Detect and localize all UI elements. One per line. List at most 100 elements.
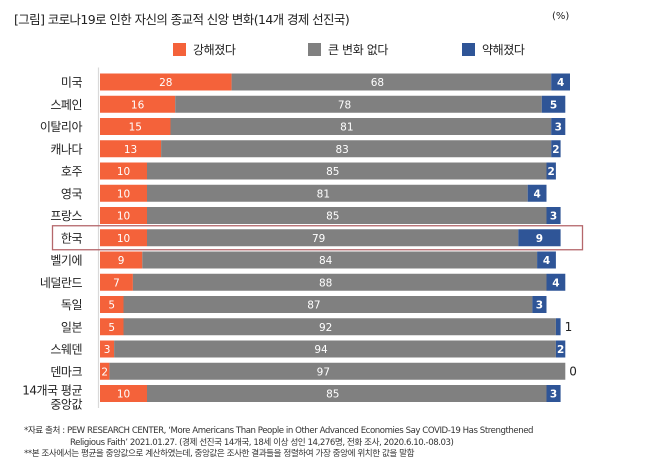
unit-label: (%) (552, 11, 570, 22)
category-label: 미국 (61, 76, 83, 90)
bar-segment-no-change (109, 362, 566, 380)
data-label-no-change: 87 (307, 300, 320, 312)
category-label-line: 스페인 (50, 98, 82, 112)
bar-segment-strengthened (100, 184, 147, 202)
data-label-no-change: 84 (319, 255, 333, 267)
data-label-no-change: 83 (335, 144, 348, 156)
legend-label-weakened: 약해졌다 (482, 43, 525, 57)
data-label-no-change: 85 (326, 211, 339, 223)
data-label-strengthened: 9 (118, 255, 125, 267)
bar-segment-strengthened (100, 318, 124, 336)
category-label-line: 14개국 평균 (22, 384, 82, 398)
data-label-strengthened: 15 (129, 122, 142, 134)
data-label-weakened: 4 (552, 277, 559, 289)
bar-segment-weakened (532, 296, 547, 313)
bar-segment-weakened (527, 184, 547, 202)
category-label-line: 일본 (61, 320, 83, 334)
data-label-strengthened: 10 (117, 188, 130, 200)
bar-segment-strengthened (100, 385, 147, 402)
category-label-line: 벨기에 (50, 254, 82, 268)
data-label-strengthened: 10 (117, 233, 130, 245)
data-label-no-change: 94 (314, 344, 328, 356)
data-label-strengthened: 10 (117, 166, 130, 178)
bar-segment-strengthened (100, 251, 143, 269)
data-label-weakened: 3 (550, 389, 557, 401)
category-label: 캐나다 (50, 142, 82, 156)
category-label-line: 독일 (61, 298, 82, 312)
data-label-weakened: 3 (536, 300, 543, 312)
bar-segment-strengthened (100, 229, 147, 247)
bar-segment-no-change (147, 184, 528, 202)
legend-swatch-weakened (462, 43, 475, 56)
bar-segment-weakened (546, 273, 566, 291)
category-label: 덴마크 (50, 365, 82, 379)
data-label-no-change: 88 (319, 277, 332, 289)
category-label-line: 네덜란드 (40, 276, 83, 290)
data-label-no-change: 92 (319, 322, 332, 334)
category-label-line: 덴마크 (50, 365, 82, 379)
data-label-weakened: 4 (557, 77, 564, 89)
data-label-weakened: 4 (543, 255, 550, 267)
category-label: 스페인 (50, 98, 82, 112)
source-notes: *자료 출처 : PEW RESEARCH CENTER, ‘More Amer… (24, 426, 534, 461)
category-label-line: 스웨덴 (50, 343, 82, 357)
category-label-line: 프랑스 (50, 209, 82, 223)
category-label: 독일 (61, 298, 82, 312)
data-label-weakened: 5 (550, 99, 557, 111)
data-label-no-change: 85 (326, 389, 339, 401)
legend-swatch-strengthened (173, 43, 186, 56)
category-label-line: 중앙값 (50, 398, 82, 412)
category-label-line: 이탈리아 (40, 120, 83, 134)
legend-label-strengthened: 강해졌다 (193, 43, 236, 57)
data-label-strengthened: 16 (131, 99, 145, 111)
bar-segment-no-change (147, 229, 519, 247)
category-label: 일본 (61, 320, 83, 334)
bar-segment-no-change (161, 140, 552, 158)
data-label-no-change: 81 (317, 188, 330, 200)
data-label-weakened: 9 (536, 233, 543, 245)
data-label-strengthened: 28 (159, 77, 172, 89)
data-label-weakened: 3 (555, 122, 562, 134)
bar-segment-weakened (541, 95, 566, 113)
data-label-weakened: 2 (548, 166, 555, 178)
data-label-strengthened: 7 (113, 277, 120, 289)
category-label: 프랑스 (50, 209, 82, 223)
category-label-line: 캐나다 (50, 142, 82, 156)
bar-segment-strengthened (100, 95, 176, 113)
chart-title: [그림] 코로나19로 인한 자신의 종교적 신앙 변화(14개 경제 선진국) (14, 12, 350, 27)
category-label-line: 영국 (61, 187, 83, 201)
bar-segment-no-change (147, 385, 547, 402)
category-label: 네덜란드 (40, 276, 83, 290)
data-label-weakened: 3 (550, 211, 557, 223)
data-label-strengthened: 5 (108, 322, 115, 334)
bar-segment-strengthened (100, 296, 124, 313)
category-label: 호주 (61, 165, 83, 179)
data-label-strengthened: 10 (117, 389, 130, 401)
category-label: 벨기에 (50, 254, 82, 268)
category-label-line: 호주 (61, 165, 83, 179)
data-label-weakened: 1 (565, 320, 573, 334)
category-label-line: 한국 (61, 231, 83, 245)
bar-segment-strengthened (100, 162, 147, 180)
bar-segment-weakened (518, 229, 561, 247)
category-label: 14개국 평균 중앙값 (22, 384, 82, 412)
bar-segment-no-change (175, 95, 542, 113)
category-label: 이탈리아 (40, 120, 83, 134)
bar-segment-weakened (546, 385, 561, 402)
bar-segment-weakened (555, 340, 566, 358)
data-label-weakened: 0 (569, 364, 577, 378)
category-label: 영국 (61, 187, 83, 201)
bar-segment-no-change (132, 273, 547, 291)
category-label: 한국 (61, 231, 83, 245)
legend-item-strengthened: 강해졌다 (173, 41, 236, 58)
legend-label-no-change: 큰 변화 없다 (328, 43, 389, 57)
bar-segment-no-change (147, 207, 547, 224)
data-label-strengthened: 5 (108, 300, 115, 312)
data-label-no-change: 78 (338, 99, 351, 111)
bar-segment-no-change (114, 340, 556, 358)
bar-segment-strengthened (100, 362, 110, 380)
bar-segment-strengthened (100, 340, 115, 358)
bar-segment-weakened (555, 318, 561, 336)
bar-segment-weakened (546, 162, 556, 180)
bar-segment-weakened (546, 207, 561, 224)
